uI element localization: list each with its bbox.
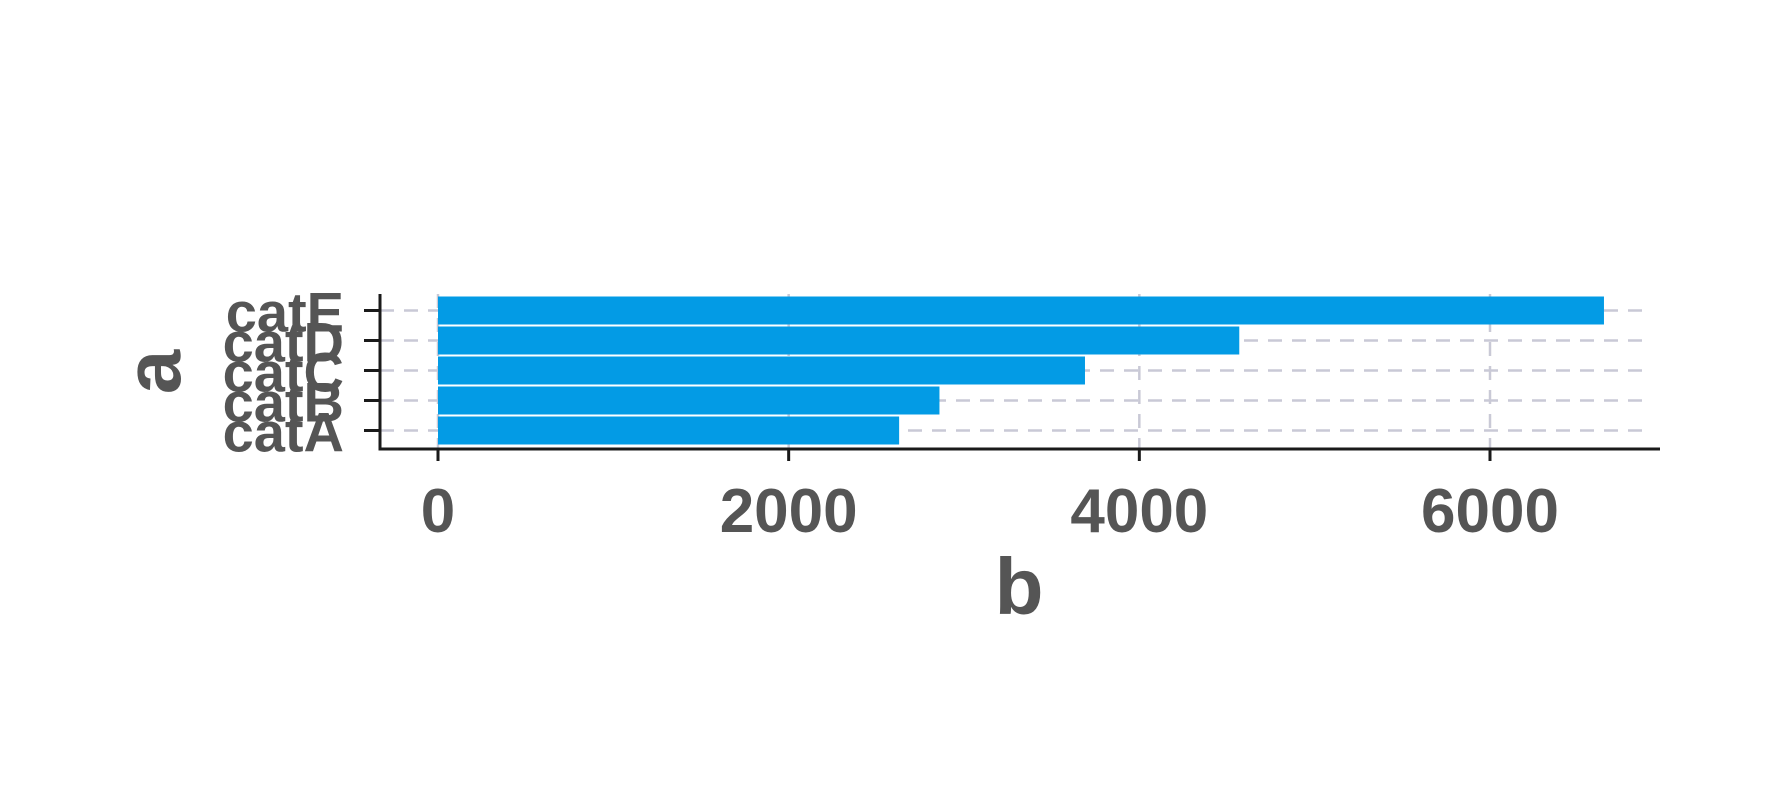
x-tick-label: 2000 [720, 477, 858, 546]
bar-catA [438, 416, 900, 445]
bar-catC [438, 356, 1085, 385]
y-tick-label: catC [223, 341, 344, 404]
x-tick-label: 4000 [1070, 477, 1208, 546]
y-tick-label: catE [226, 281, 344, 344]
bar-catE [438, 296, 1604, 325]
y-axis-title: a [108, 349, 197, 394]
y-tick-label: catA [223, 401, 344, 464]
x-tick-label: 0 [421, 477, 455, 546]
x-tick-label: 6000 [1421, 477, 1559, 546]
axes-layer [378, 294, 1660, 451]
x-axis-title: b [995, 542, 1044, 631]
bar-catD [438, 326, 1240, 355]
y-tick-label: catB [223, 371, 344, 434]
y-tick-label: catD [223, 311, 344, 374]
bar-catB [438, 386, 940, 415]
bars-layer [438, 296, 1604, 445]
